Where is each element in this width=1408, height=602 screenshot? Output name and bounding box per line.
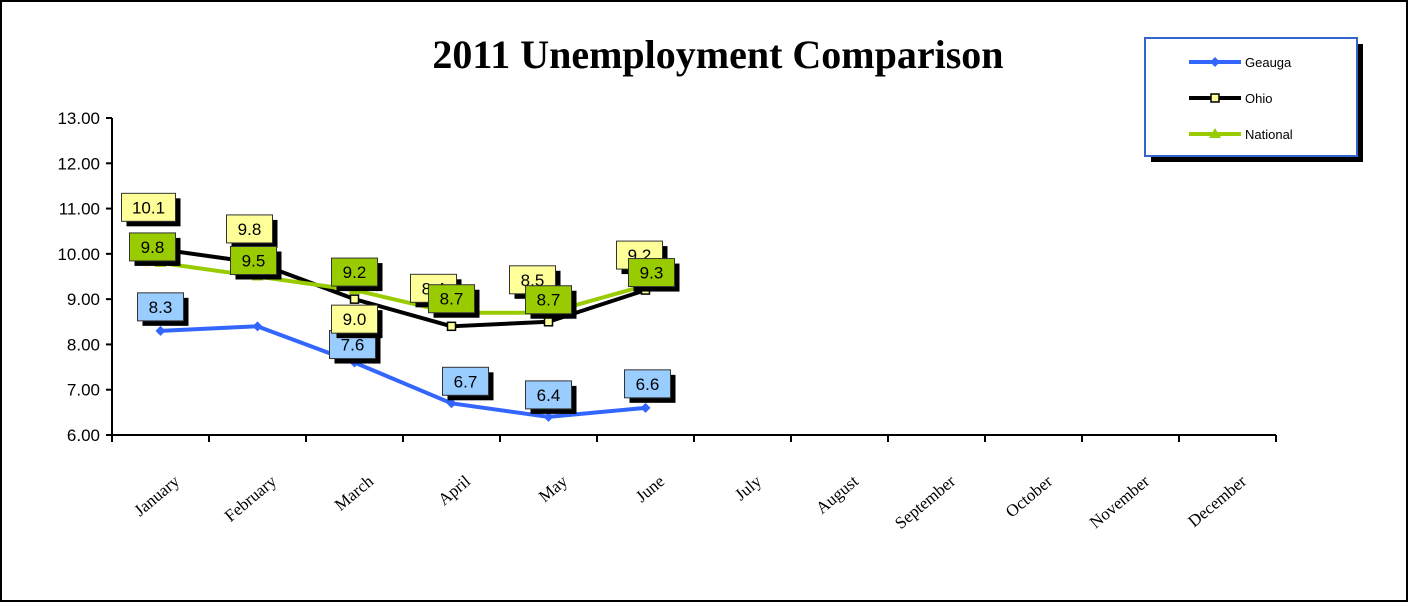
chart-title: 2011 Unemployment Comparison <box>432 32 1003 77</box>
data-label-box <box>442 366 489 396</box>
data-label-text: 8.7 <box>440 290 464 309</box>
y-tick-label: 9.00 <box>67 290 100 309</box>
data-label-box <box>628 258 675 288</box>
data-label-text: 6.7 <box>454 372 478 391</box>
series-line-geauga <box>160 324 646 419</box>
y-tick-label: 8.00 <box>67 335 100 354</box>
data-label-text: 9.8 <box>141 238 165 257</box>
data-label-geauga: 8.3 <box>137 292 189 326</box>
y-tick-label: 10.00 <box>57 245 100 264</box>
data-label-geauga: 6.6 <box>624 369 676 403</box>
data-label-box <box>525 285 572 315</box>
x-tick-label: April <box>434 471 474 509</box>
data-label-text: 10.1 <box>132 198 165 217</box>
y-tick-label: 7.00 <box>67 381 100 400</box>
legend-item-national: National <box>1189 127 1293 142</box>
axes: 13.00 12.00 11.00 10.00 9.00 8.00 7.00 6.00 Janu… <box>57 109 1277 533</box>
data-point <box>640 402 651 413</box>
data-point <box>349 294 360 304</box>
legend-label: Ohio <box>1245 91 1272 106</box>
data-label-national: 9.2 <box>331 257 383 292</box>
data-label-box <box>121 192 176 222</box>
data-label-box <box>624 369 671 399</box>
data-label-geauga: 6.7 <box>442 366 494 401</box>
data-label-ohio: 9.8 <box>226 214 278 248</box>
data-label-text: 9.8 <box>238 220 262 239</box>
x-tick-label: January <box>130 471 183 520</box>
data-point <box>446 321 457 332</box>
data-point <box>543 411 554 422</box>
data-label-box <box>428 284 475 314</box>
data-label-geauga: 6.4 <box>525 380 577 414</box>
data-label-ohio: 10.1 <box>121 192 181 227</box>
x-tick-label: October <box>1002 471 1056 521</box>
y-tick-label: 12.00 <box>57 154 100 173</box>
legend-marker <box>1210 57 1220 67</box>
y-tick-label: 13.00 <box>57 109 100 128</box>
data-label-text: 8.3 <box>149 298 173 317</box>
data-label-box <box>525 380 572 410</box>
x-tick-label: August <box>812 471 862 517</box>
data-label-box <box>230 246 277 275</box>
y-tick-label: 11.00 <box>59 200 100 219</box>
data-label-box <box>331 257 378 287</box>
legend-marker <box>1209 128 1221 138</box>
data-label-national: 9.8 <box>129 232 181 266</box>
legend-box <box>1144 37 1358 157</box>
x-tick-label: February <box>221 471 281 525</box>
x-tick-label: July <box>731 471 765 504</box>
data-point <box>446 398 457 409</box>
data-label-box <box>137 292 184 322</box>
legend-label: National <box>1245 127 1293 142</box>
data-label-text: 9.5 <box>242 252 266 271</box>
data-label-text: 6.6 <box>636 375 660 394</box>
x-tick-label: March <box>331 471 378 514</box>
data-labels: 8.37.66.76.46.610.19.89.08.48.59.29.89.5… <box>121 192 680 414</box>
x-tick-label: September <box>891 471 959 533</box>
data-label-national: 8.7 <box>525 285 577 319</box>
data-label-box <box>331 304 378 334</box>
data-label-national: 9.3 <box>628 258 680 292</box>
data-point <box>252 321 263 332</box>
data-label-text: 9.3 <box>640 264 664 283</box>
data-label-text: 8.5 <box>521 271 545 290</box>
x-tick-label: June <box>632 472 668 507</box>
data-point <box>155 325 166 336</box>
legend-label: Geauga <box>1245 55 1292 70</box>
data-label-text: 6.4 <box>537 386 561 405</box>
series-lines <box>154 244 652 422</box>
data-label-text: 8.7 <box>537 291 561 310</box>
data-label-national: 9.5 <box>230 246 282 280</box>
data-label-text: 9.2 <box>343 263 367 282</box>
legend: Geauga Ohio National <box>1144 37 1363 162</box>
data-point <box>543 317 554 327</box>
data-label-national: 8.7 <box>428 284 480 318</box>
data-label-text: 7.6 <box>341 336 365 355</box>
data-label-box <box>226 214 273 244</box>
legend-item-geauga: Geauga <box>1189 55 1292 70</box>
x-tick-label: November <box>1086 471 1153 532</box>
legend-marker <box>1210 93 1220 103</box>
data-label-box <box>129 232 176 262</box>
legend-item-ohio: Ohio <box>1189 91 1272 106</box>
x-tick-label: December <box>1184 471 1250 531</box>
data-label-text: 9.0 <box>343 310 367 329</box>
y-tick-label: 6.00 <box>67 426 100 445</box>
x-tick-label: May <box>535 471 571 506</box>
data-label-ohio: 9.0 <box>331 304 383 339</box>
